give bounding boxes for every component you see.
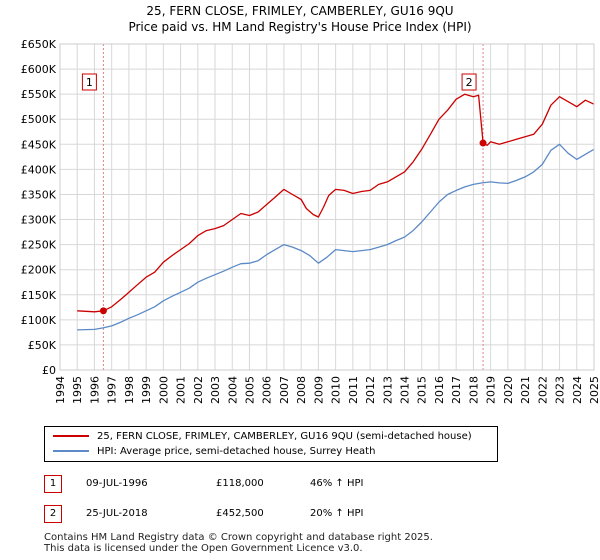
x-tick-label: 2021 <box>519 376 532 404</box>
x-tick-label: 2010 <box>330 376 343 404</box>
chart-title-line2: Price paid vs. HM Land Registry's House … <box>128 20 472 34</box>
x-tick-label: 1997 <box>106 376 119 404</box>
y-tick-label: £500K <box>21 113 57 126</box>
x-tick-label: 2022 <box>536 376 549 404</box>
event-label-2: 2 <box>466 76 473 89</box>
series-lines <box>77 93 595 331</box>
y-tick-label: £600K <box>21 63 57 76</box>
legend-swatch-property <box>53 435 89 437</box>
legend-item-hpi: HPI: Average price, semi-detached house,… <box>53 445 375 459</box>
x-tick-label: 2004 <box>226 376 239 404</box>
x-tick-label: 2005 <box>243 376 256 404</box>
event-hpi-change: 46% ↑ HPI <box>310 478 364 489</box>
x-tick-label: 2015 <box>416 376 429 404</box>
event-label-box-2 <box>461 73 477 91</box>
x-tick-label: 2008 <box>295 376 308 404</box>
y-tick-label: £100K <box>21 314 57 327</box>
footer-copyright: Contains HM Land Registry data © Crown c… <box>44 532 433 543</box>
x-tick-label: 2001 <box>175 376 188 404</box>
sale-point-1 <box>99 307 107 315</box>
y-tick-label: £50K <box>28 339 57 352</box>
x-tick-label: 2006 <box>261 376 274 404</box>
y-tick-label: £550K <box>21 88 57 101</box>
event-badge: 2 <box>44 505 62 523</box>
legend: 25, FERN CLOSE, FRIMLEY, CAMBERLEY, GU16… <box>44 426 498 462</box>
y-tick-label: £300K <box>21 214 57 227</box>
x-tick-label: 1996 <box>88 376 101 404</box>
x-tick-label: 2012 <box>364 376 377 404</box>
event-price: £118,000 <box>216 478 264 489</box>
y-tick-label: £250K <box>21 239 57 252</box>
y-tick-label: £350K <box>21 188 57 201</box>
x-tick-label: 2020 <box>502 376 515 404</box>
x-axis-labels: 1994 1995 1996 1997 1998 1999 2000 2001 2002 2003… <box>54 376 600 404</box>
x-tick-label: 2014 <box>399 376 412 404</box>
price-chart: £0 £50K £100K £150K £200K £250K £300K £350K £400… <box>21 38 600 404</box>
event-date: 25-JUL-2018 <box>86 508 148 519</box>
grid-lines <box>59 43 595 371</box>
y-tick-label: £650K <box>21 38 57 51</box>
plot-area <box>60 44 594 370</box>
y-axis-labels: £0 £50K £100K £150K £200K £250K £300K £350K £400… <box>21 38 57 377</box>
x-tick-label: 2017 <box>450 376 463 404</box>
x-tick-label: 1998 <box>123 376 136 404</box>
legend-item-property: 25, FERN CLOSE, FRIMLEY, CAMBERLEY, GU16… <box>53 430 472 444</box>
y-tick-label: £0 <box>42 364 56 377</box>
x-tick-label: 2019 <box>485 376 498 404</box>
legend-label-hpi: HPI: Average price, semi-detached house,… <box>97 446 376 457</box>
event-hpi-change: 20% ↑ HPI <box>310 508 364 519</box>
x-tick-label: 2018 <box>467 376 480 404</box>
x-tick-label: 2011 <box>347 376 360 404</box>
x-tick-label: 1995 <box>71 376 84 404</box>
legend-label-property: 25, FERN CLOSE, FRIMLEY, CAMBERLEY, GU16… <box>97 431 472 442</box>
event-badge: 1 <box>44 475 62 493</box>
event-row-2: 2 25-JUL-2018 £452,500 20% ↑ HPI <box>44 504 464 524</box>
sale-point-2 <box>479 139 487 147</box>
y-tick-label: £450K <box>21 138 57 151</box>
property-price-line <box>77 93 595 313</box>
x-tick-label: 2024 <box>571 376 584 404</box>
event-label-box-1 <box>81 73 97 91</box>
x-tick-label: 1994 <box>54 376 67 404</box>
x-tick-label: 2009 <box>312 376 325 404</box>
plot-frame <box>59 43 595 371</box>
event-date: 09-JUL-1996 <box>86 478 148 489</box>
x-tick-label: 2003 <box>209 376 222 404</box>
x-tick-label: 2025 <box>588 376 600 404</box>
y-tick-label: £200K <box>21 264 57 277</box>
y-tick-label: £150K <box>21 289 57 302</box>
legend-swatch-hpi <box>53 450 89 452</box>
y-tick-label: £400K <box>21 163 57 176</box>
x-tick-label: 2007 <box>278 376 291 404</box>
x-tick-label: 2002 <box>192 376 205 404</box>
x-tick-label: 1999 <box>140 376 153 404</box>
x-tick-label: 2000 <box>157 376 170 404</box>
chart-title-line1: 25, FERN CLOSE, FRIMLEY, CAMBERLEY, GU16… <box>146 4 454 18</box>
event-price: £452,500 <box>216 508 264 519</box>
hpi-line <box>77 143 595 331</box>
footer-licence: This data is licensed under the Open Gov… <box>44 543 363 554</box>
event-label-1: 1 <box>86 76 93 89</box>
event-row-1: 1 09-JUL-1996 £118,000 46% ↑ HPI <box>44 474 464 494</box>
x-tick-label: 2023 <box>554 376 567 404</box>
x-tick-label: 2016 <box>433 376 446 404</box>
x-tick-label: 2013 <box>381 376 394 404</box>
